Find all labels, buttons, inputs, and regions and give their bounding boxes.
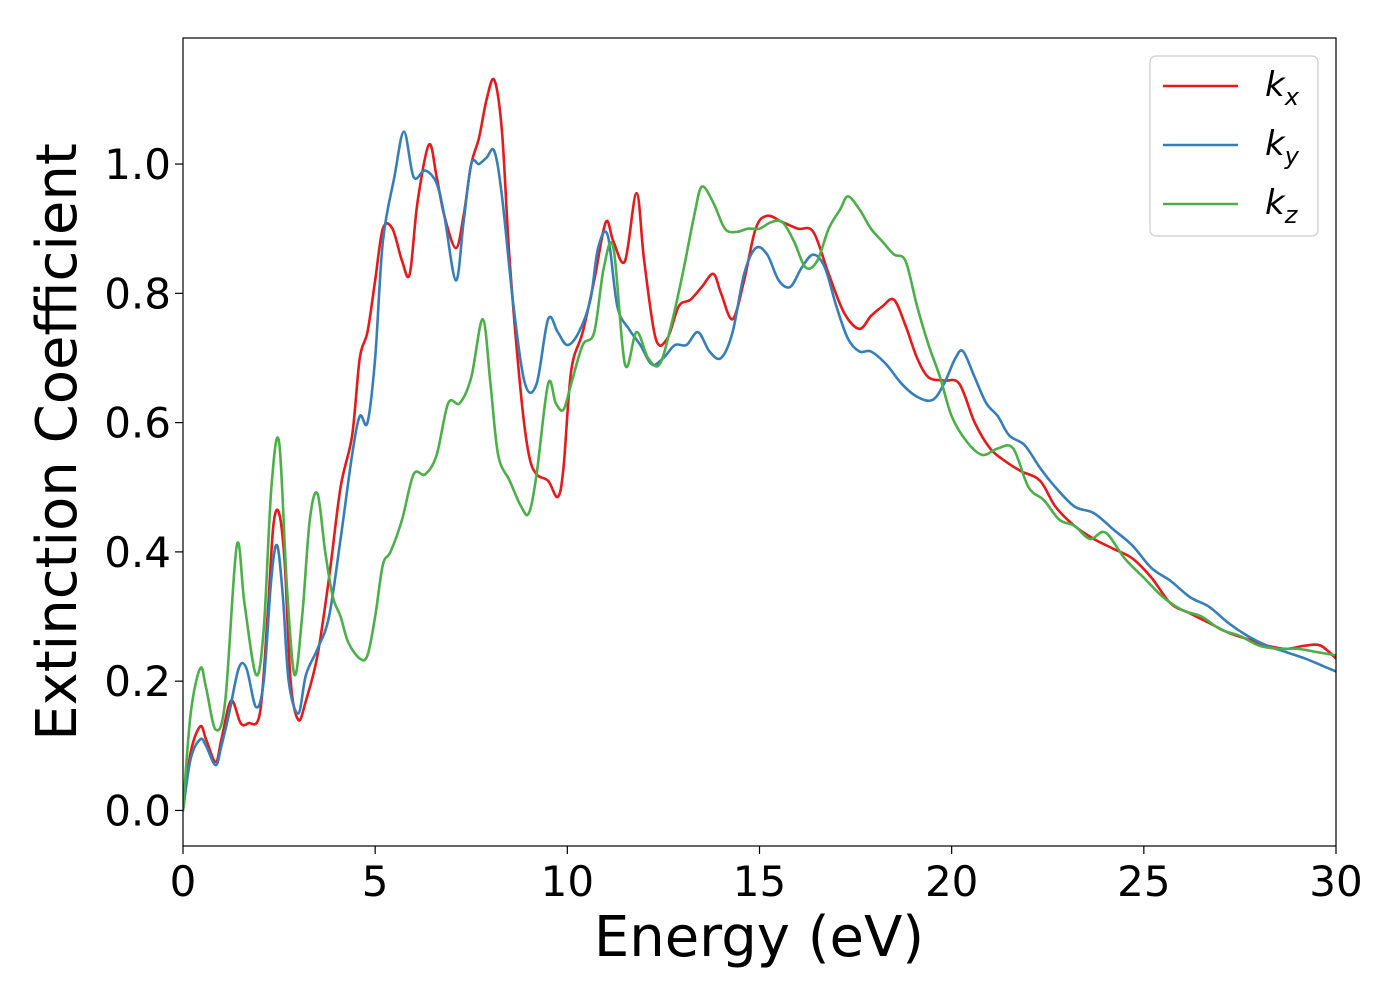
y-axis-label: Extinction Coefficient bbox=[25, 143, 90, 741]
x-tick-label: 25 bbox=[1117, 857, 1170, 906]
series-line-y bbox=[183, 130, 1336, 812]
y-tick-label: 1.0 bbox=[104, 140, 171, 189]
series-layer bbox=[183, 77, 1336, 812]
y-axis: 0.0 0.2 0.4 0.6 0.8 1.0 bbox=[104, 140, 183, 835]
legend-subscript-x: x bbox=[1284, 83, 1300, 111]
y-tick-label: 0.8 bbox=[104, 269, 171, 318]
y-tick-label: 0.0 bbox=[104, 786, 171, 835]
legend-subscript-z: z bbox=[1284, 201, 1299, 229]
x-tick-label: 0 bbox=[170, 857, 197, 906]
y-tick-label: 0.6 bbox=[104, 399, 171, 448]
x-tick-label: 15 bbox=[733, 857, 786, 906]
x-tick-label: 30 bbox=[1309, 857, 1362, 906]
legend-subscript-y: y bbox=[1284, 142, 1300, 170]
y-tick-label: 0.4 bbox=[104, 528, 171, 577]
x-tick-label: 10 bbox=[541, 857, 594, 906]
x-axis-label: Energy (eV) bbox=[594, 905, 924, 970]
x-axis: 0 5 10 15 20 25 30 bbox=[170, 846, 1363, 906]
x-tick-label: 20 bbox=[925, 857, 978, 906]
series-line-z bbox=[183, 185, 1336, 812]
y-tick-label: 0.2 bbox=[104, 657, 171, 706]
x-tick-label: 5 bbox=[362, 857, 389, 906]
